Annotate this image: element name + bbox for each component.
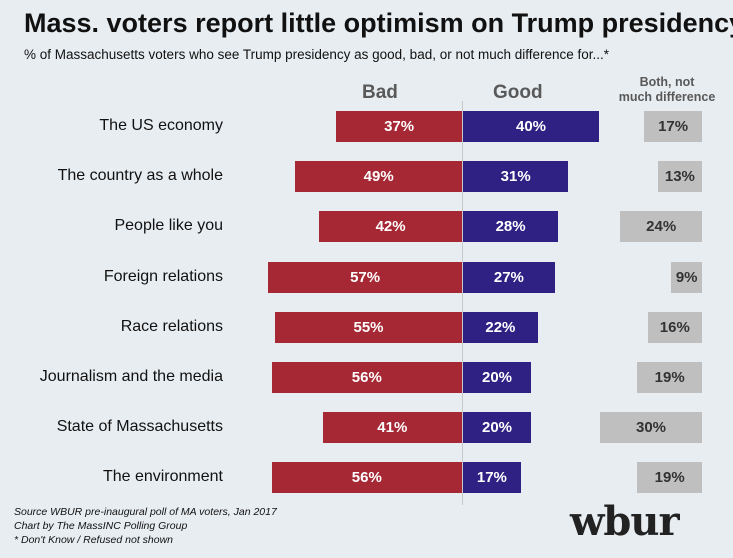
source-note: Source WBUR pre-inaugural poll of MA vot… (14, 506, 277, 518)
header-both-line1: Both, not (639, 75, 695, 89)
header-both-line2: much difference (618, 90, 716, 104)
header-bad: Bad (362, 82, 398, 103)
credit-note: Chart by The MassINC Polling Group (14, 520, 188, 532)
footnotes: Source WBUR pre-inaugural poll of MA vot… (14, 505, 277, 547)
data-label: 19% (654, 369, 685, 386)
bar-both: 16% (647, 311, 702, 343)
wbur-logo: wbur (570, 498, 680, 545)
data-label: 40% (515, 118, 547, 135)
data-label: 56% (351, 369, 382, 386)
category-label: The US economy (99, 117, 223, 134)
data-label: 56% (351, 469, 382, 487)
data-label: 17% (658, 118, 689, 135)
bar-both: 9% (671, 261, 702, 293)
bar-good: 17% (463, 462, 521, 494)
footnote: * Don't Know / Refused not shown (14, 534, 174, 546)
bar-bad: 42% (319, 211, 462, 243)
category-label: People like you (114, 217, 223, 235)
bar-bad: 57% (268, 261, 462, 293)
bar-good: 31% (463, 161, 569, 193)
data-label: 28% (495, 218, 526, 236)
data-label: 31% (500, 168, 531, 186)
data-label: 24% (646, 218, 677, 236)
bar-good: 20% (463, 362, 531, 393)
bar-good: 40% (463, 111, 599, 142)
category-label: The country as a whole (57, 167, 223, 185)
category-label: The environment (102, 468, 223, 486)
chart-subtitle: % of Massachusetts voters who see Trump … (24, 47, 610, 62)
bar-good: 27% (463, 261, 555, 293)
bar-bad: 37% (336, 111, 462, 142)
data-label: 20% (481, 369, 513, 386)
data-label: 42% (375, 218, 406, 236)
bar-bad: 55% (275, 311, 462, 343)
chart-title: Mass. voters report little optimism on T… (24, 8, 733, 38)
bar-both: 30% (600, 412, 702, 444)
data-label: 57% (350, 268, 381, 286)
bar-both: 13% (657, 161, 702, 193)
data-label: 49% (363, 168, 394, 186)
center-axis (462, 101, 463, 505)
data-label: 27% (493, 268, 524, 286)
bar-bad: 56% (271, 462, 462, 494)
category-label: Race relations (120, 317, 223, 335)
bar-good: 20% (463, 412, 531, 444)
category-label: Journalism and the media (39, 368, 223, 385)
header-both: Both, not much difference (604, 75, 730, 105)
data-label: 13% (664, 168, 695, 186)
bar-both: 19% (637, 362, 702, 393)
data-label: 37% (384, 118, 415, 135)
data-label: 20% (481, 419, 513, 437)
data-label: 19% (654, 469, 685, 487)
data-label: 30% (635, 419, 667, 437)
header-good: Good (493, 82, 543, 103)
data-label: 16% (659, 318, 690, 336)
category-label: Foreign relations (103, 267, 223, 285)
category-label: State of Massachusetts (56, 418, 223, 436)
bar-good: 22% (463, 311, 538, 343)
data-label: 41% (377, 419, 408, 437)
data-label: 22% (485, 318, 516, 336)
data-label: 17% (476, 469, 507, 487)
bar-good: 28% (463, 211, 559, 243)
data-label: 55% (353, 318, 384, 336)
bar-both: 17% (644, 111, 702, 142)
bar-both: 19% (637, 462, 702, 494)
data-label: 9% (675, 268, 698, 286)
bar-bad: 41% (322, 412, 462, 444)
bar-bad: 56% (271, 362, 462, 393)
bar-both: 24% (620, 211, 702, 243)
bar-bad: 49% (295, 161, 462, 193)
